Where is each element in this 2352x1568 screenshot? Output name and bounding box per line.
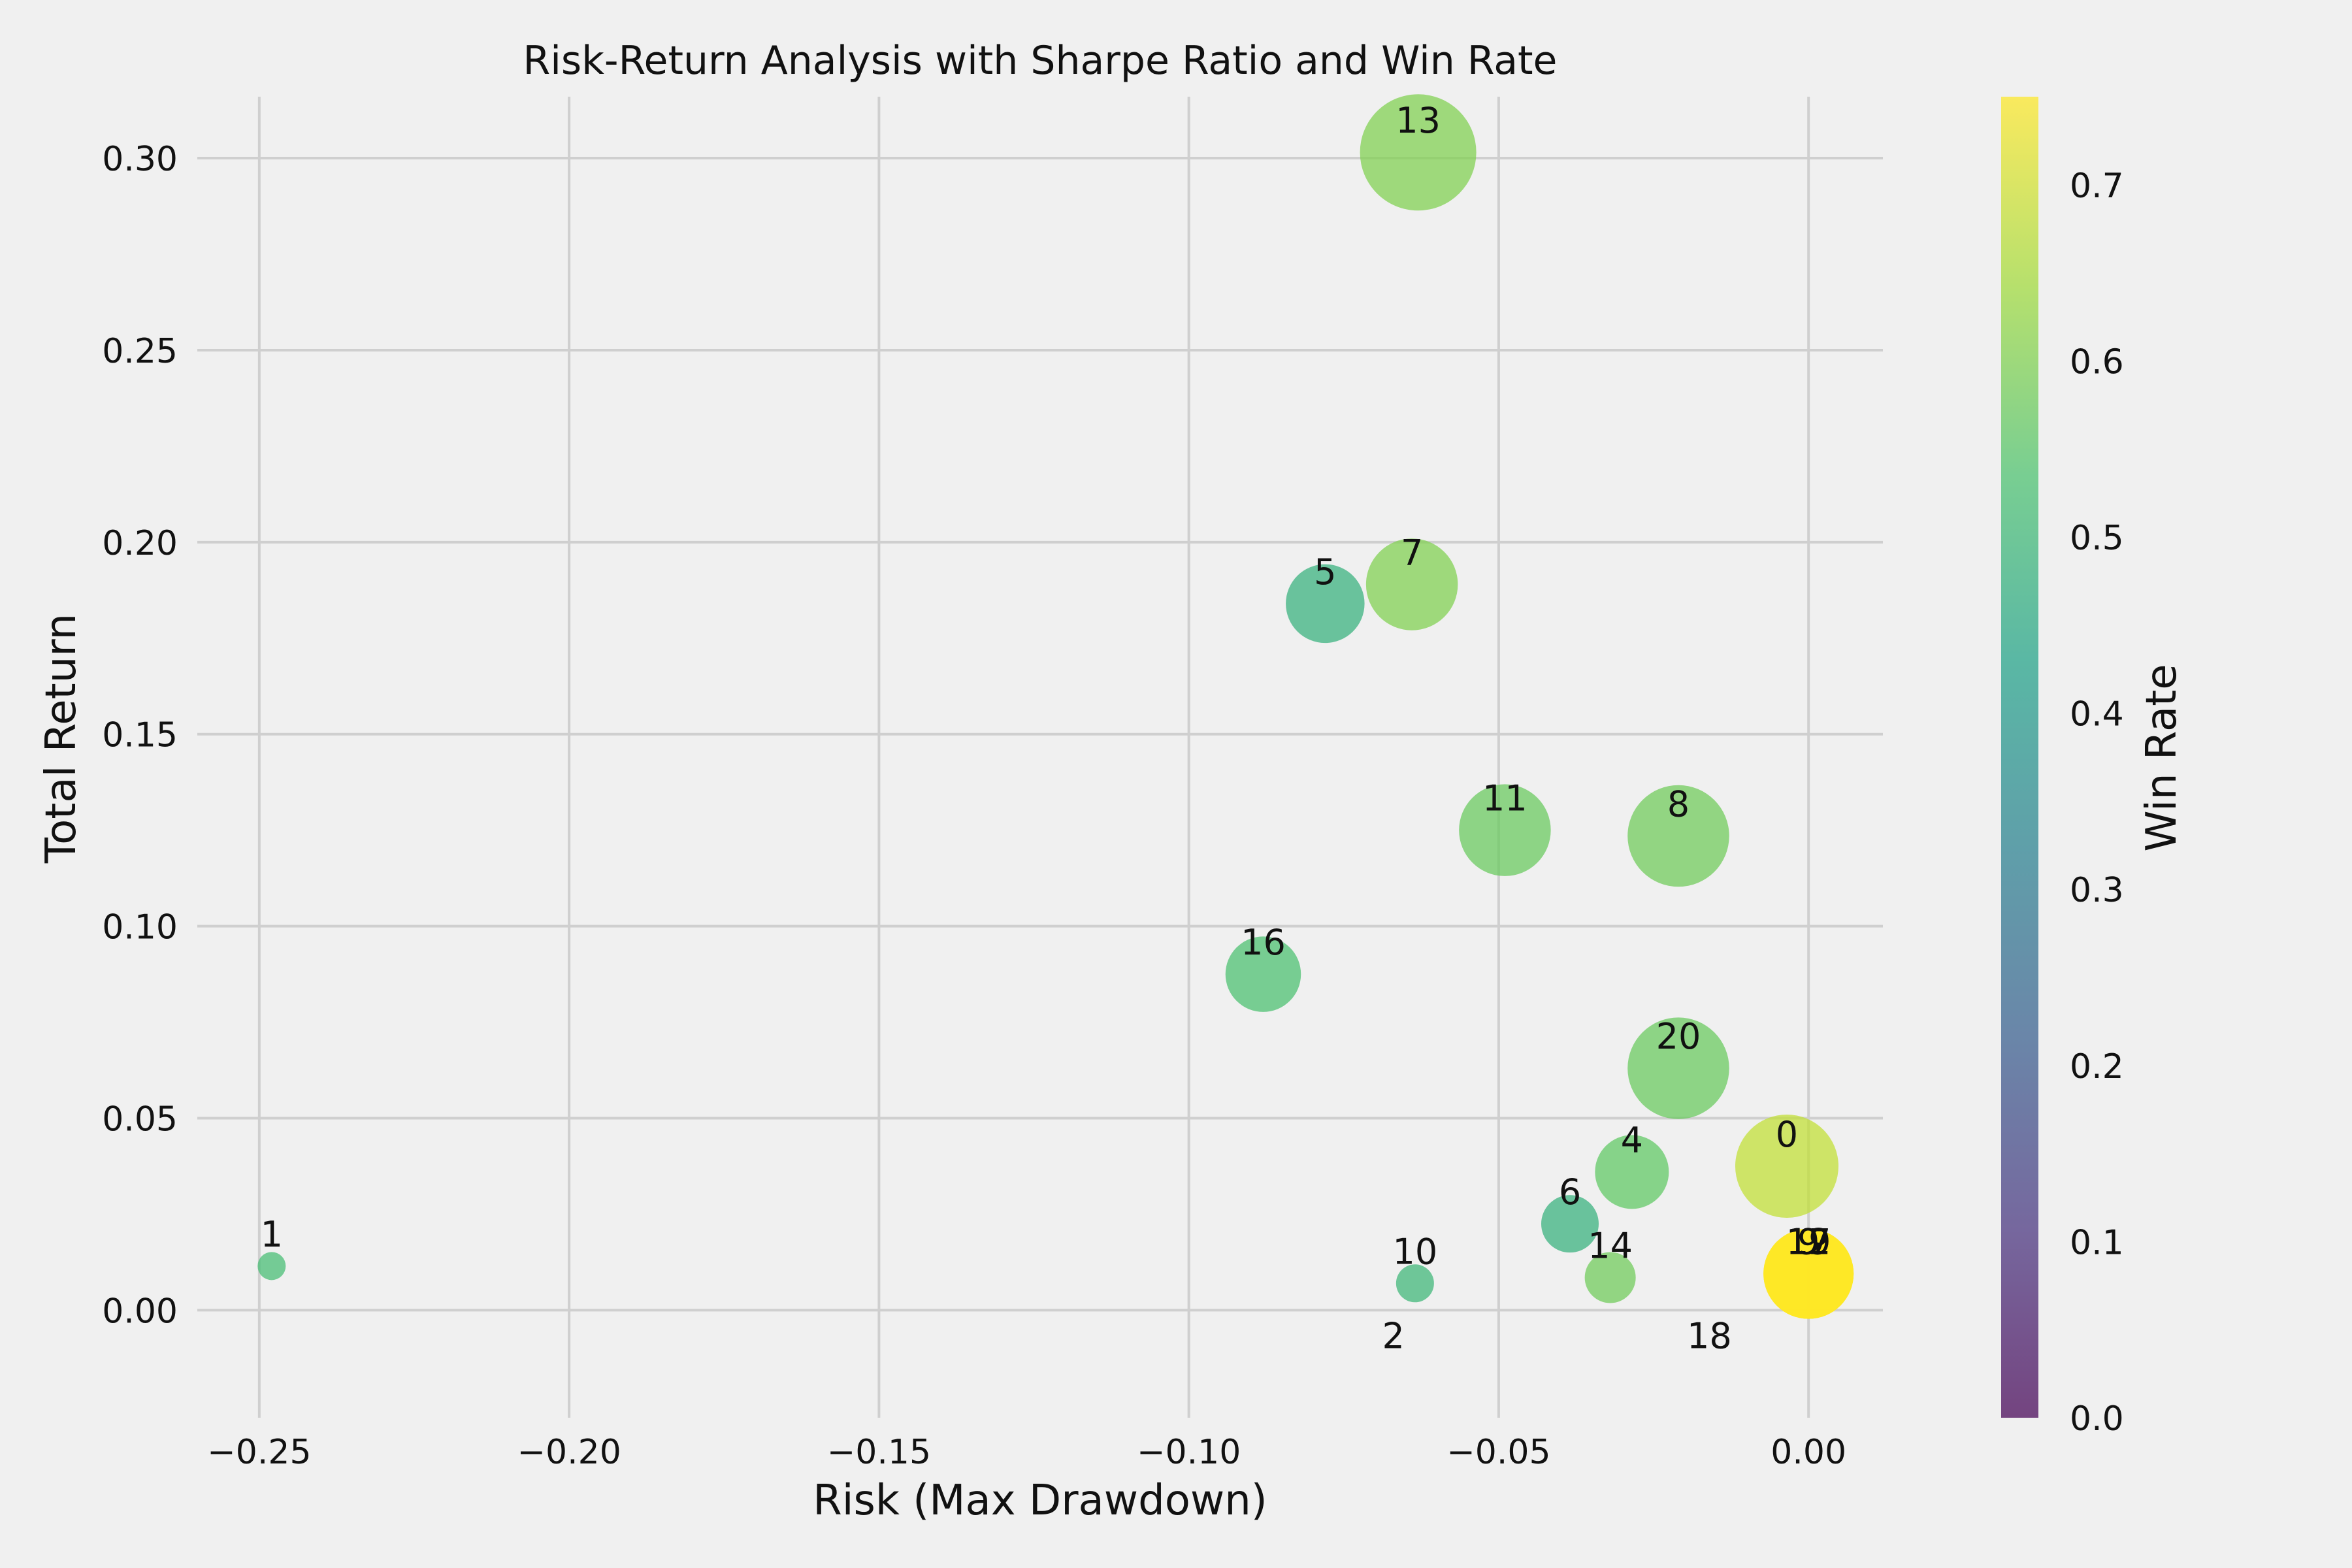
data-point-label: 0 [1776, 1114, 1798, 1155]
colorbar-tick-labels: 0.0 0.1 0.2 0.3 0.4 0.5 0.6 0.7 [2070, 167, 2124, 1439]
data-point-bubble [1365, 538, 1458, 630]
data-point-bubble [1360, 94, 1477, 211]
data-point-bubble [1763, 1228, 1854, 1319]
colorbar-tick-label: 0.0 [2070, 1399, 2124, 1439]
colorbar-tick-label: 0.2 [2070, 1047, 2124, 1086]
x-tick-label: −0.20 [517, 1433, 621, 1472]
data-point-label: 10 [1393, 1231, 1438, 1272]
y-axis-label: Total Return [37, 613, 86, 864]
chart-title: Risk-Return Analysis with Sharpe Ratio a… [523, 38, 1558, 84]
data-point-label: 4 [1621, 1120, 1643, 1161]
x-tick-label: −0.25 [207, 1433, 311, 1472]
colorbar-tick-label: 0.4 [2070, 695, 2124, 734]
y-tick-label: 0.00 [102, 1292, 178, 1331]
data-point-label: 16 [1241, 922, 1286, 963]
data-point-label: 17 [1786, 1222, 1831, 1263]
x-axis-label: Risk (Max Drawdown) [813, 1477, 1267, 1525]
data-point-label: 18 [1687, 1315, 1732, 1356]
data-point-bubble [1584, 1252, 1636, 1303]
data-point-label: 6 [1559, 1171, 1581, 1213]
colorbar-tick-label: 0.1 [2070, 1223, 2124, 1262]
y-tick-label: 0.10 [102, 908, 178, 947]
x-tick-label: −0.15 [827, 1433, 931, 1472]
data-point-label: 13 [1396, 100, 1441, 141]
data-point-label: 1 [261, 1214, 283, 1255]
data-point-bubble [1541, 1195, 1599, 1253]
colorbar-label: Win Rate [2138, 664, 2186, 851]
data-point-bubble [1735, 1114, 1838, 1218]
data-point-label: 7 [1401, 532, 1423, 573]
x-tick-label: 0.00 [1771, 1433, 1846, 1472]
data-point-label: 20 [1656, 1016, 1701, 1057]
colorbar-tick-label: 0.3 [2070, 871, 2124, 910]
colorbar-tick-label: 0.5 [2070, 519, 2124, 558]
colorbar-tick-label: 0.7 [2070, 167, 2124, 206]
data-point-label: 2 [1382, 1315, 1404, 1356]
colorbar-tick-label: 0.6 [2070, 342, 2124, 382]
grid-layer [197, 97, 1883, 1418]
x-tick-labels: −0.25 −0.20 −0.15 −0.10 −0.05 0.00 [207, 1433, 1846, 1472]
data-point-bubble [1627, 785, 1729, 887]
data-point-bubble [1595, 1135, 1669, 1209]
data-point-bubble [1225, 936, 1301, 1012]
y-tick-label: 0.15 [102, 716, 178, 755]
data-point-label: 5 [1314, 551, 1336, 593]
data-point-label: 12 [1786, 1222, 1831, 1263]
y-tick-label: 0.20 [102, 524, 178, 563]
data-point-label: 8 [1667, 783, 1690, 825]
colorbar [2001, 97, 2038, 1418]
x-tick-label: −0.10 [1137, 1433, 1241, 1472]
data-point-label: 11 [1482, 778, 1527, 819]
data-point-label: 14 [1588, 1225, 1633, 1266]
bubble-layer [257, 94, 1854, 1319]
y-tick-labels: 0.00 0.05 0.10 0.15 0.20 0.25 0.30 [102, 140, 178, 1331]
data-point-bubble [1286, 564, 1365, 644]
y-tick-label: 0.05 [102, 1100, 178, 1139]
data-point-label: 19 [1786, 1222, 1831, 1263]
y-tick-label: 0.30 [102, 140, 178, 179]
data-point-label: 9 [1797, 1222, 1820, 1263]
data-point-bubble [1459, 784, 1551, 876]
x-tick-label: −0.05 [1446, 1433, 1550, 1472]
data-point-bubble [257, 1252, 286, 1281]
y-tick-label: 0.25 [102, 332, 178, 371]
data-point-bubble [1396, 1264, 1434, 1303]
data-point-bubble [1627, 1017, 1729, 1119]
